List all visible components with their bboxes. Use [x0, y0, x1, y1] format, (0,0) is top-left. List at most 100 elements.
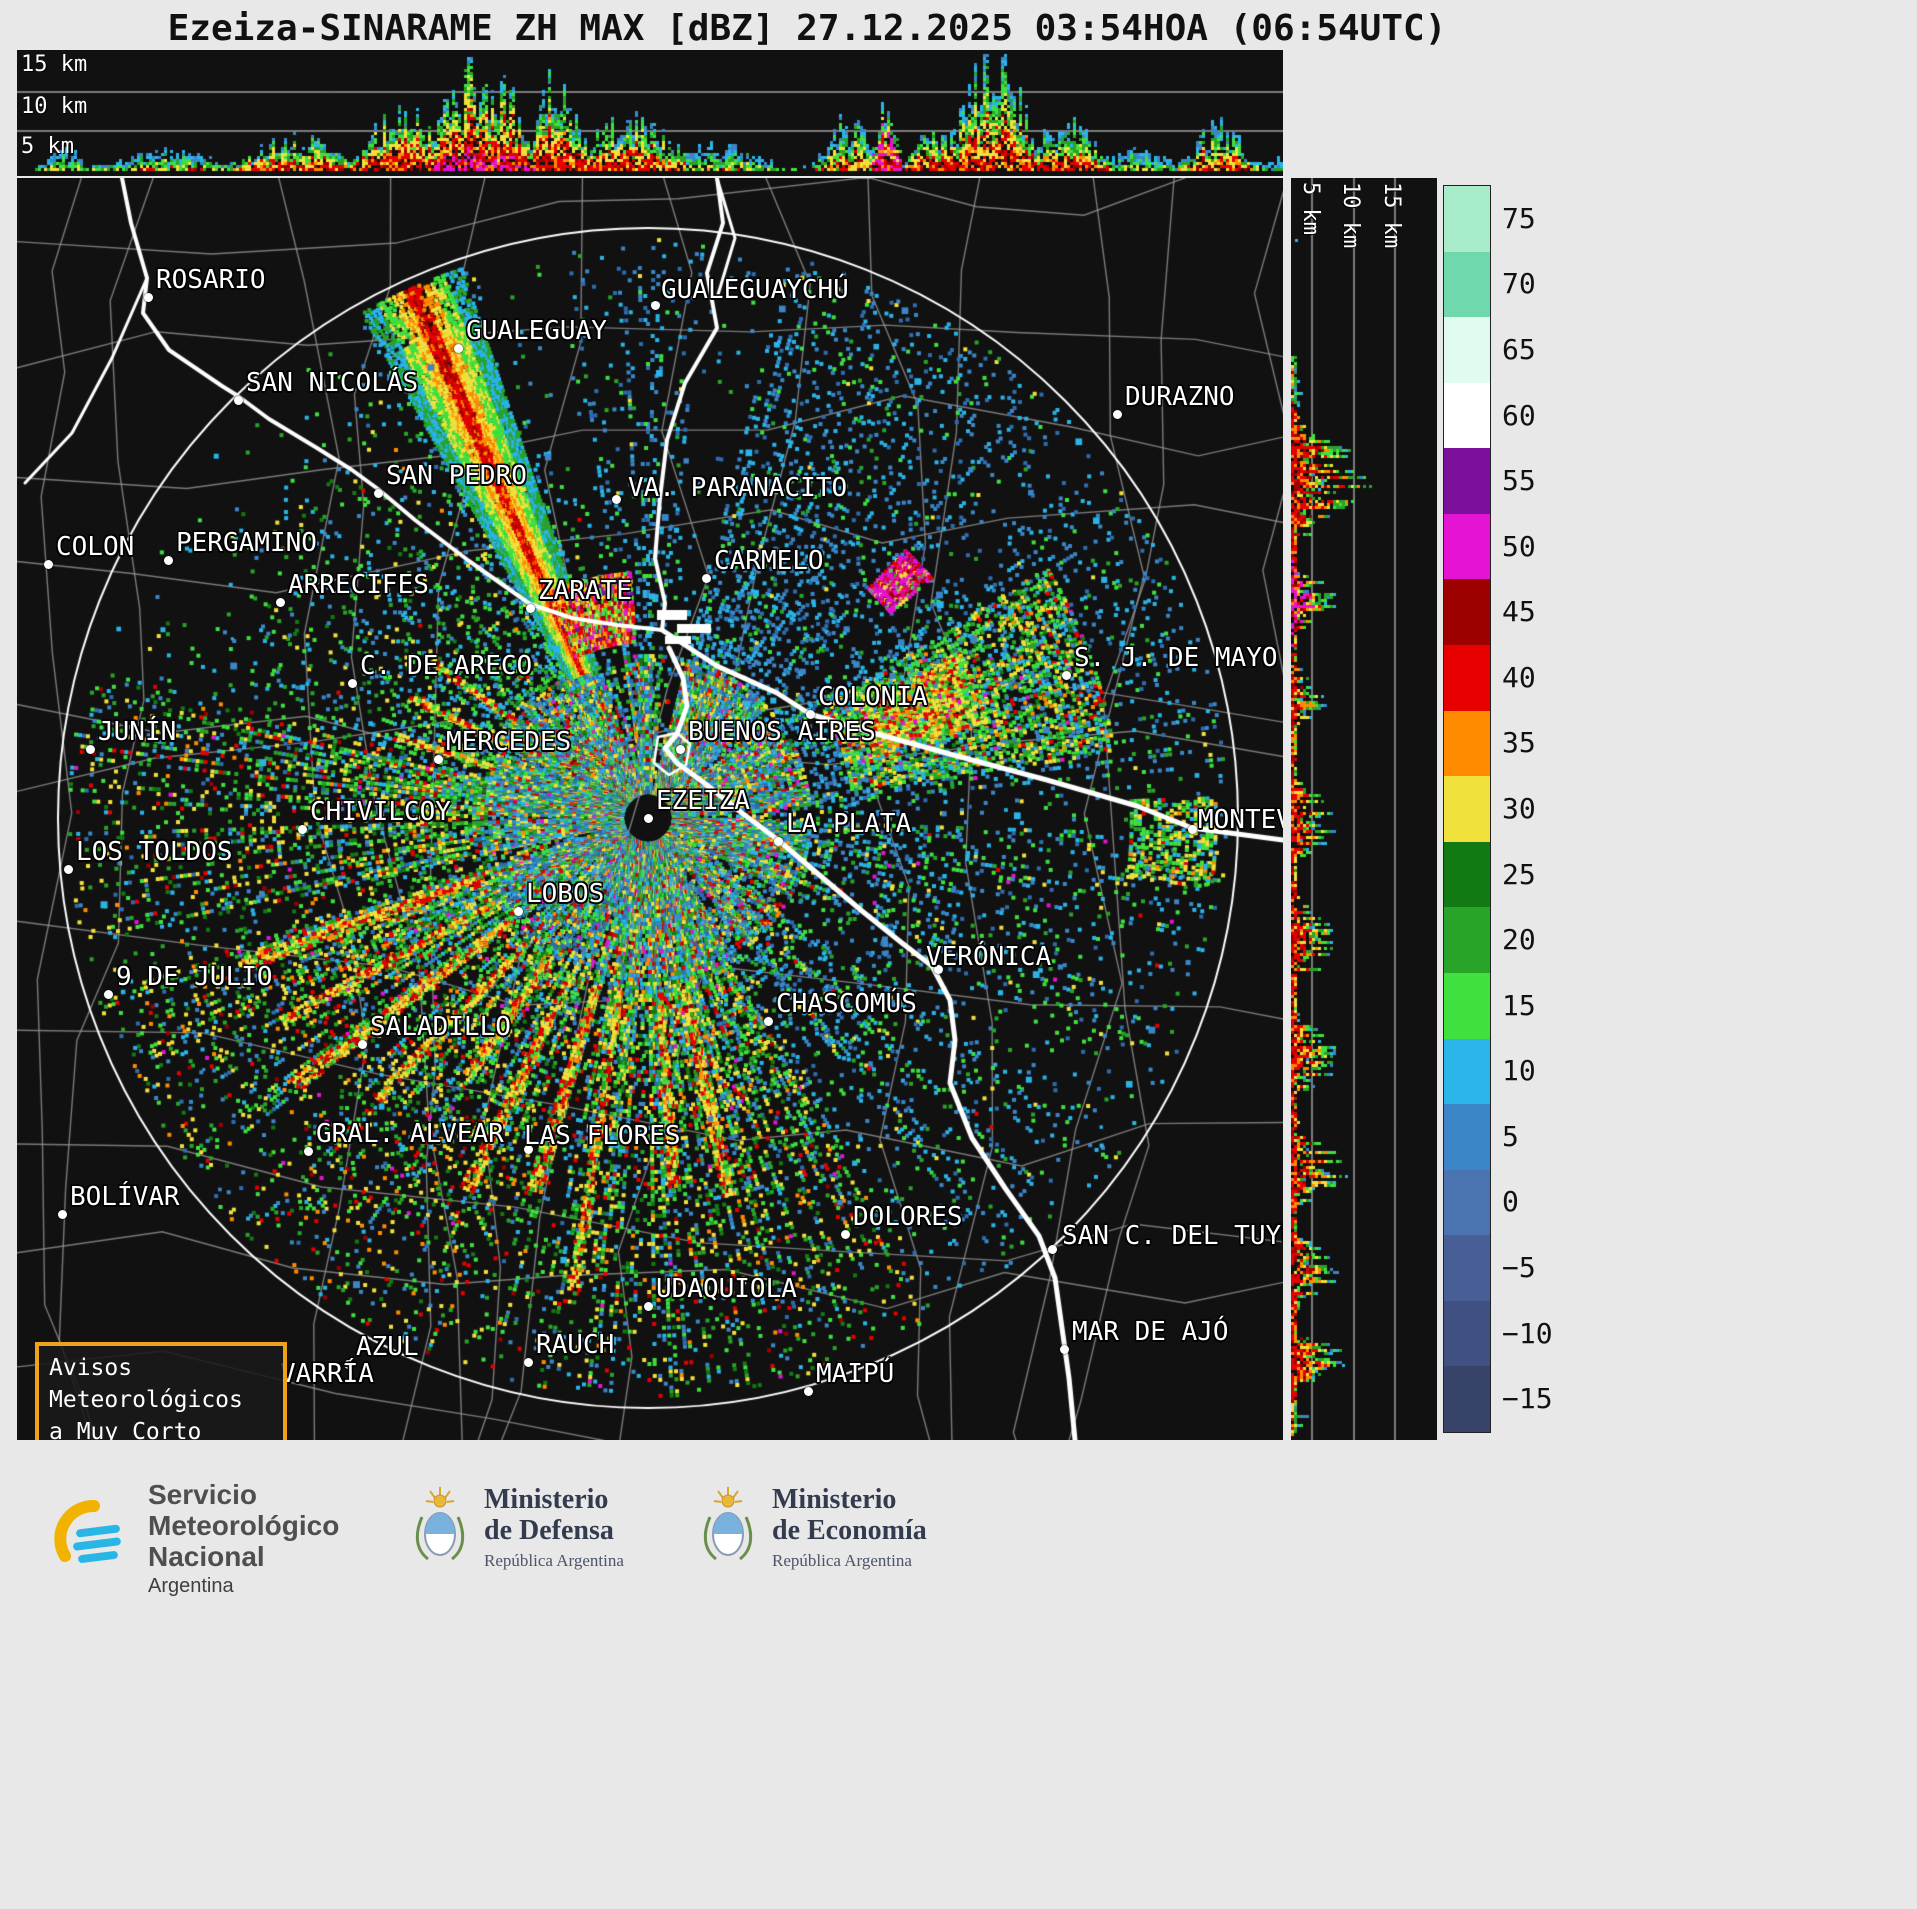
- defensa-title-line2: de Defensa: [484, 1515, 614, 1547]
- city-dot: [275, 597, 285, 607]
- right-axis-label-15km: 15 km: [1379, 182, 1404, 249]
- radar-ppi-canvas: [17, 178, 1283, 1440]
- colorbar-tick-label: 40: [1502, 660, 1536, 694]
- city-label: BOLÍVAR: [70, 1182, 180, 1212]
- city-dot: [840, 1229, 850, 1239]
- defensa-title-line1: Ministerio: [484, 1484, 609, 1515]
- city-label: SAN PEDRO: [386, 461, 527, 491]
- colorbar-cell-40: [1444, 645, 1490, 711]
- city-label: SAN C. DEL TUYÚ: [1062, 1221, 1283, 1251]
- argentina-coat-of-arms-icon: [415, 1487, 465, 1561]
- colorbar-cell-70: [1444, 251, 1490, 318]
- city-label: VERÓNICA: [926, 942, 1052, 972]
- right-axis-label-5km: 5 km: [1298, 182, 1323, 235]
- city-dot: [525, 603, 535, 613]
- colorbar-cell-45: [1444, 579, 1490, 646]
- city-label: ZARATE: [538, 576, 632, 606]
- city-dot: [85, 744, 95, 754]
- city-dot: [1047, 1244, 1057, 1254]
- colorbar-cell-75: [1444, 186, 1490, 252]
- economia-logo-block: Ministerio de Economía República Argenti…: [700, 1484, 927, 1571]
- colorbar-tick-label: 50: [1502, 529, 1536, 563]
- defensa-subtitle: República Argentina: [484, 1550, 624, 1570]
- city-dot: [433, 754, 443, 764]
- top-axis-label-10km: 10 km: [21, 94, 88, 119]
- city-dot: [297, 824, 307, 834]
- city-label: VARRÍA: [280, 1359, 374, 1389]
- colorbar-tick-label: 20: [1502, 923, 1536, 957]
- right-axis-label-10km: 10 km: [1338, 182, 1363, 249]
- city-dot: [1187, 824, 1197, 834]
- city-label: VA. PARANACITO: [628, 473, 848, 503]
- cross-section-right-panel: 5 km 10 km 15 km: [1291, 178, 1437, 1440]
- colorbar-cell-60: [1444, 382, 1490, 449]
- colorbar-tick-label: 35: [1502, 726, 1536, 760]
- city-label: CHIVILCOY: [310, 797, 451, 827]
- city-dot: [701, 573, 711, 583]
- city-label: LOBOS: [526, 879, 605, 909]
- colorbar-tick-label: −10: [1502, 1316, 1553, 1350]
- city-dot: [357, 1039, 367, 1049]
- city-label: CHASCOMÚS: [776, 989, 917, 1019]
- colorbar-tick-label: 15: [1502, 988, 1536, 1022]
- colorbar-tick-label: 30: [1502, 792, 1536, 825]
- city-label: MONTEV: [1198, 805, 1283, 835]
- colorbar-cell-55: [1444, 448, 1490, 514]
- city-label: DURAZNO: [1125, 382, 1235, 412]
- city-label: PERGAMINO: [176, 528, 317, 558]
- city-dot: [43, 559, 53, 569]
- city-dot: [303, 1146, 313, 1156]
- colorbar-tick-label: 45: [1502, 595, 1536, 629]
- economia-title-line2: de Economía: [772, 1515, 927, 1547]
- city-label: RAUCH: [536, 1330, 615, 1360]
- city-dot: [803, 1386, 813, 1396]
- colorbar-cell-50: [1444, 513, 1490, 580]
- colorbar-tick-label: 70: [1502, 267, 1536, 301]
- product-title: Ezeiza-SINARAME ZH MAX [dBZ] 27.12.2025 …: [167, 8, 1447, 49]
- colorbar-tick-label: −5: [1502, 1251, 1536, 1285]
- city-dot: [233, 395, 243, 405]
- city-dot: [163, 555, 173, 565]
- colorbar-cell-5: [1444, 1104, 1490, 1170]
- city-dot: [675, 744, 685, 754]
- colorbar-cell-65: [1444, 317, 1490, 383]
- colorbar-cell-35: [1444, 710, 1490, 777]
- cross-section-right-canvas: [1291, 178, 1437, 1440]
- top-axis-label-15km: 15 km: [21, 52, 88, 77]
- smn-country: Argentina: [148, 1575, 234, 1598]
- city-label: COLONIA: [818, 682, 928, 712]
- argentina-coat-of-arms-icon: [703, 1487, 753, 1561]
- city-dot: [63, 864, 73, 874]
- city-label: AZUL: [356, 1332, 419, 1362]
- city-label: ROSARIO: [156, 265, 266, 295]
- smn-name-line1: Servicio: [148, 1479, 257, 1510]
- top-axis-label-5km: 5 km: [21, 134, 74, 159]
- smn-logo-icon: [54, 1500, 121, 1564]
- city-dot: [805, 709, 815, 719]
- city-dot: [643, 1301, 653, 1311]
- city-label: MAIPÚ: [816, 1359, 895, 1389]
- colorbar: [1443, 185, 1491, 1433]
- smn-name-line2: Meteorológico: [148, 1509, 340, 1541]
- colorbar-tick-label: 55: [1502, 464, 1536, 498]
- city-label: LOS TOLDOS: [76, 837, 233, 867]
- colorbar-cell-0: [1444, 1169, 1490, 1236]
- colorbar-tick-label: 25: [1502, 857, 1536, 891]
- warning-box-line2: a Muy Corto Plazo: [49, 1419, 202, 1440]
- city-dot: [763, 1016, 773, 1026]
- city-dot: [343, 1359, 353, 1369]
- cross-section-top-canvas: [17, 50, 1283, 176]
- radar-ppi-panel: ROSARIO GUALEGUAYCHÚ GUALEGUAY SAN NICOLÁS D…: [17, 178, 1283, 1440]
- colorbar-tick-label: 10: [1502, 1054, 1536, 1088]
- city-label: DOLORES: [853, 1202, 963, 1232]
- defensa-logo-block: Ministerio de Defensa República Argentin…: [412, 1484, 624, 1571]
- city-label: ARRECIFES: [288, 570, 429, 600]
- colorbar-tick-label: −15: [1502, 1382, 1553, 1416]
- city-dot: [650, 300, 660, 310]
- colorbar-tick-label: 5: [1502, 1119, 1519, 1153]
- city-dot: [57, 1209, 67, 1219]
- colorbar-cell-10: [1444, 1038, 1490, 1105]
- city-dot: [773, 836, 783, 846]
- city-dot: [1112, 409, 1122, 419]
